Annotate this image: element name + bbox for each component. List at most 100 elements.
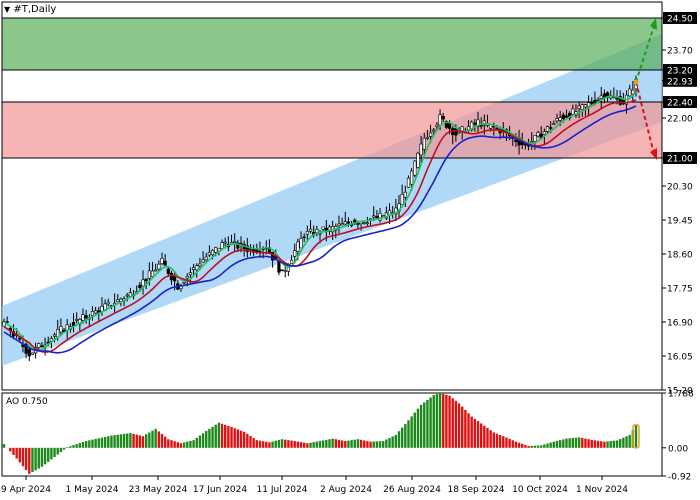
ao-bar [353,439,356,448]
candle [198,263,202,267]
ao-bar [217,422,221,448]
ao-bar [581,437,584,448]
candle [169,272,174,281]
ao-bar [502,436,505,448]
dropdown-triangle-icon[interactable]: ▼ [4,5,11,14]
candle [94,310,98,314]
ao-bar [239,430,243,448]
ao-bar [505,437,508,448]
ao-bar [214,424,217,448]
arrowhead-up-icon [650,18,657,30]
candle [628,88,632,97]
ao-bar [296,441,300,448]
candle [233,240,237,243]
candle [413,160,417,176]
candle [293,250,297,257]
ao-bar [2,444,6,448]
ao-bar [97,438,100,448]
ao-bar [148,432,151,448]
ao-bar [451,398,454,448]
candle [125,294,129,297]
candle [400,194,404,205]
ao-bar [612,440,616,448]
candle [30,352,35,355]
ao-bar [62,447,66,450]
candle [337,223,341,227]
ao-bar [50,447,53,460]
candle [346,221,351,224]
ao-bar [211,426,214,448]
candle [2,321,6,327]
candle [5,321,9,323]
chart-header[interactable]: ▼ #T,Daily [4,4,56,15]
y-tick-label: 16.05 [667,353,693,363]
ao-highlight [632,424,640,449]
candle [283,270,287,272]
candle [75,319,79,321]
ao-bar [394,434,398,448]
candle [615,97,619,100]
candle [410,170,414,185]
ao-bar [224,424,227,448]
ao-bar [284,439,287,448]
candle [586,102,591,107]
candle [514,139,518,142]
ao-bar [40,447,44,467]
ao-bar [543,444,546,448]
ao-bar [473,418,477,448]
x-tick-label: 23 May 2024 [129,485,188,495]
candle [596,98,600,101]
x-tick-label: 2 Aug 2024 [320,485,372,495]
candle [18,337,22,340]
ao-bar [448,395,451,448]
ao-bar [28,447,31,474]
ao-bar [536,445,540,448]
ao-bar [9,447,12,452]
ao-bar [375,441,379,448]
ao-bar [464,409,467,448]
candle [223,241,227,244]
ao-bar [593,440,597,448]
candle [302,236,306,239]
ao-bar [84,441,88,448]
candle [305,231,309,235]
candle [577,105,581,109]
candle [416,152,420,168]
y-tick-label: 22.40 [667,99,693,109]
ao-bar [562,439,565,448]
candle [147,270,151,279]
ma-line-fast [3,91,637,352]
candle [533,135,537,142]
ao-bar [634,424,638,448]
ao-bar [359,439,363,448]
ao-bar [476,421,480,448]
ao-bar [552,441,556,448]
candle [220,242,224,249]
y-tick-label: 21.00 [667,155,693,165]
ao-bar [530,445,533,448]
ao-tick-label: 1.788 [668,390,694,400]
ao-bar [15,447,18,459]
ao-bar [625,436,628,448]
ao-bar [596,440,600,448]
candle [441,116,445,120]
candle [438,114,442,126]
candle [188,272,193,276]
ao-bar [413,412,416,448]
ao-bar [558,440,562,448]
candle [495,127,499,130]
ao-bar [290,440,293,448]
candle [542,131,546,135]
candle [425,136,430,139]
ao-bar [454,400,458,448]
ao-bar [397,431,401,448]
ao-bar [299,442,303,448]
candle [81,314,85,321]
candle [362,222,366,224]
ao-bar [435,394,439,448]
ao-bar [113,435,116,448]
ao-bar [261,441,265,448]
ao-bar [268,442,271,448]
ao-bar [356,439,360,448]
